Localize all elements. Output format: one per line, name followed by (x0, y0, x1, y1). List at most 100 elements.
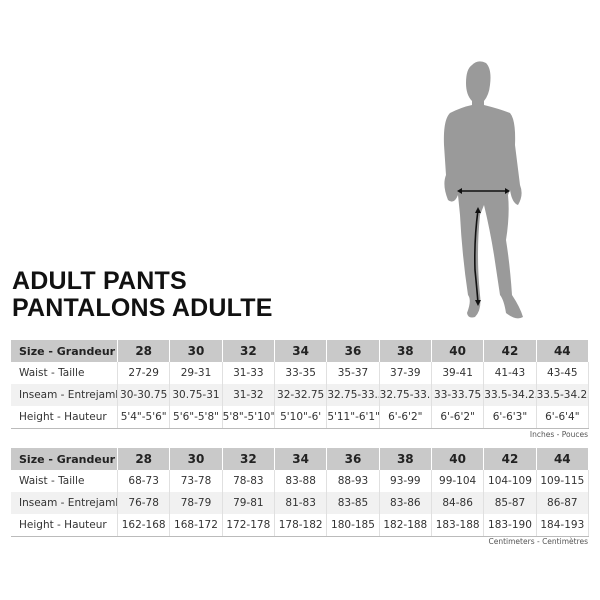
table-cell: 5'4"-5'6" (117, 406, 171, 429)
table-cell: 93-99 (379, 470, 432, 492)
units-note-inches: Inches - Pouces (529, 430, 588, 439)
size-header-label: Size - Grandeur (CM) (11, 448, 118, 470)
table-cell: 178-182 (274, 514, 328, 537)
table-cell: 33-35 (274, 362, 328, 384)
size-header: 40 (431, 340, 485, 362)
table-cell: 30-30.75 (117, 384, 171, 406)
table-cell: 168-172 (169, 514, 223, 537)
table-cell: 6'-6'2" (431, 406, 485, 429)
table-cell: 6'-6'2" (379, 406, 432, 429)
table-cell: 73-78 (169, 470, 223, 492)
table-cell: 5'8"-5'10" (222, 406, 275, 429)
size-header: 34 (274, 448, 328, 470)
size-header: 32 (222, 448, 275, 470)
table-cell: 79-81 (222, 492, 275, 514)
size-table-inches: Size - Grandeur (IN)283032343638404244Wa… (11, 340, 590, 429)
row-label: Inseam - Entrejambe (11, 384, 118, 406)
table-cell: 6'-6'4" (536, 406, 590, 429)
table-cell: 27-29 (117, 362, 171, 384)
table-cell: 180-185 (326, 514, 380, 537)
table-cell: 184-193 (536, 514, 590, 537)
table-row: Height - Hauteur 162-168 168-172 172-178 178… (11, 514, 590, 537)
table-cell: 78-79 (169, 492, 223, 514)
table-cell: 162-168 (117, 514, 171, 537)
title-english: ADULT PANTS (12, 267, 187, 295)
table-cell: 68-73 (117, 470, 171, 492)
table-cell: 30.75-31 (169, 384, 223, 406)
table-row: Waist - Taille 68-73 73-78 78-83 83-88 88-93 9… (11, 470, 590, 492)
table-cell: 88-93 (326, 470, 380, 492)
silhouette-body (443, 61, 523, 319)
table-cell: 33.5-34.25 (536, 384, 590, 406)
row-label: Inseam - Entrejambe (11, 492, 118, 514)
table-cell: 32-32.75 (274, 384, 328, 406)
table-cell: 32.75-33.5 (326, 384, 380, 406)
table-cell: 35-37 (326, 362, 380, 384)
male-silhouette-icon (443, 61, 523, 319)
table-cell: 109-115 (536, 470, 590, 492)
table-cell: 76-78 (117, 492, 171, 514)
title-french: PANTALONS ADULTE (12, 294, 273, 322)
row-label: Height - Hauteur (11, 406, 118, 429)
size-header-label: Size - Grandeur (IN) (11, 340, 118, 362)
table-cell: 83-88 (274, 470, 328, 492)
row-label: Waist - Taille (11, 362, 118, 384)
size-header: 44 (536, 340, 590, 362)
size-header: 28 (117, 448, 171, 470)
table-cell: 32.75-33.75 (379, 384, 432, 406)
table-cell: 33-33.75 (431, 384, 485, 406)
row-label: Waist - Taille (11, 470, 118, 492)
table-cell: 29-31 (169, 362, 223, 384)
size-header: 42 (483, 448, 537, 470)
size-header: 38 (379, 340, 432, 362)
row-label: Height - Hauteur (11, 514, 118, 537)
table-cell: 33.5-34.25 (483, 384, 537, 406)
table-cell: 5'10"-6' (274, 406, 328, 429)
size-header: 34 (274, 340, 328, 362)
table-cell: 39-41 (431, 362, 485, 384)
size-header: 28 (117, 340, 171, 362)
table-cell: 31-32 (222, 384, 275, 406)
table-cell: 85-87 (483, 492, 537, 514)
size-header: 40 (431, 448, 485, 470)
table-cell: 104-109 (483, 470, 537, 492)
size-header: 38 (379, 448, 432, 470)
size-header: 42 (483, 340, 537, 362)
table-row: Inseam - Entrejambe76-7878-7979-8181-838… (11, 492, 590, 514)
table-cell: 41-43 (483, 362, 537, 384)
table-cell: 86-87 (536, 492, 590, 514)
header-label-text: Size - Grandeur (19, 452, 116, 466)
table-row: Inseam - Entrejambe30-30.7530.75-3131-32… (11, 384, 590, 406)
table-cell: 84-86 (431, 492, 485, 514)
size-header: 30 (169, 340, 223, 362)
waist-arrow-icon (457, 188, 510, 194)
units-note-cm: Centimeters - Centimètres (488, 537, 589, 546)
table-row: Waist - Taille 27-29 29-31 31-33 33-35 35-37 3… (11, 362, 590, 384)
table-cell: 182-188 (379, 514, 432, 537)
size-header: 44 (536, 448, 590, 470)
table-row: Height - Hauteur 5'4"-5'6" 5'6"-5'8" 5'8"-5… (11, 406, 590, 429)
table-cell: 6'-6'3" (483, 406, 537, 429)
size-header: 32 (222, 340, 275, 362)
size-table-cm: Size - Grandeur (CM)283032343638404244Wa… (11, 448, 590, 537)
table-cell: 183-190 (483, 514, 537, 537)
table-cell: 99-104 (431, 470, 485, 492)
size-header: 30 (169, 448, 223, 470)
table-cell: 83-85 (326, 492, 380, 514)
table-cell: 81-83 (274, 492, 328, 514)
table-cell: 31-33 (222, 362, 275, 384)
inseam-arrow-icon (474, 207, 481, 306)
table-cell: 37-39 (379, 362, 432, 384)
size-header: 36 (326, 340, 380, 362)
table-cell: 5'11"-6'1" (326, 406, 380, 429)
table-cell: 172-178 (222, 514, 275, 537)
table-cell: 83-86 (379, 492, 432, 514)
table-cell: 43-45 (536, 362, 590, 384)
table-cell: 183-188 (431, 514, 485, 537)
table-cell: 5'6"-5'8" (169, 406, 223, 429)
table-cell: 78-83 (222, 470, 275, 492)
header-label-text: Size - Grandeur (19, 344, 116, 358)
size-header: 36 (326, 448, 380, 470)
